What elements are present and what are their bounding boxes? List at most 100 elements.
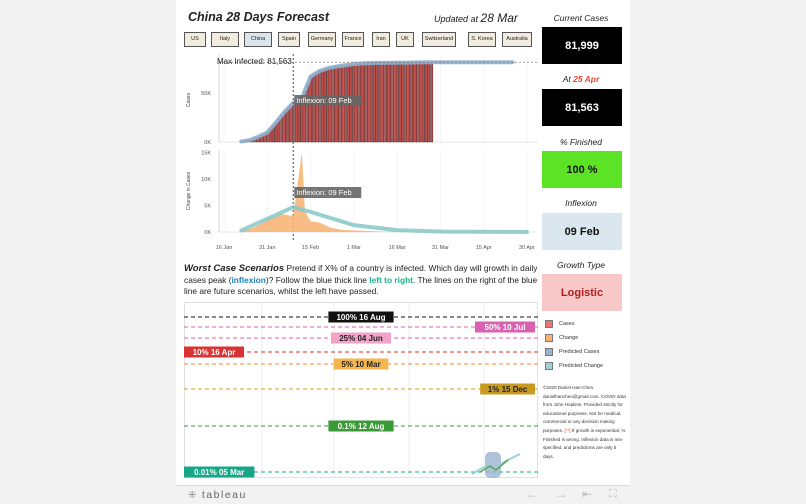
scenario-text-2: )? Follow the blue thick line [265, 274, 370, 285]
scenario-label-bg [333, 358, 389, 370]
legend-item-predicted-cases[interactable]: Predicted Cases [543, 346, 628, 360]
brand-label: tableau [201, 489, 247, 501]
scenario-label-100-16-aug: 100% 16 Aug [336, 313, 385, 322]
x-tick-label: 15 Feb [302, 245, 319, 251]
x-tick-label: 31 Jan [259, 245, 276, 251]
country-button-us[interactable]: US [184, 32, 206, 47]
growth-type-label: Growth Type [556, 260, 606, 270]
scenario-label-25-04-jun: 25% 04 Jun [339, 334, 383, 343]
case-bar [317, 70, 321, 143]
cases-y-tick: 50K [201, 91, 211, 97]
country-button-france[interactable]: France [342, 32, 364, 47]
scenario-predicted-change [471, 453, 521, 475]
at-date-label: At 25 Apr [540, 74, 622, 84]
legend-label: Predicted Change [559, 363, 604, 369]
change-y-tick: 10K [201, 177, 211, 183]
growth-type-value: Logistic [542, 274, 622, 311]
country-button-s-korea[interactable]: S. Korea [468, 32, 496, 47]
cases-y-label: Cases [186, 92, 192, 107]
change-y-tick: 5K [204, 204, 211, 210]
country-button-uk[interactable]: UK [396, 32, 414, 47]
case-bar [306, 83, 309, 143]
undo-icon[interactable]: ← [526, 487, 538, 501]
finished-label: % Finished [559, 137, 603, 147]
legend-swatch [545, 334, 553, 342]
tableau-brand[interactable]: ⁜ tableau [188, 489, 247, 501]
note-part-1: ©2020 Daniel Han-Chen. danielhanchen@gma… [543, 385, 626, 433]
case-bar [390, 62, 393, 143]
legend-item-predicted-change[interactable]: Predicted Change [543, 360, 628, 374]
revert-icon[interactable]: ⇤ [582, 487, 593, 501]
case-bar [416, 62, 419, 143]
legend-swatch [545, 348, 553, 356]
inflexion-label: Inflexion [565, 198, 597, 208]
country-button-germany[interactable]: Germany [308, 32, 336, 47]
case-bar [361, 63, 364, 143]
legend-item-change[interactable]: Change [543, 332, 628, 346]
case-bar [294, 101, 298, 143]
case-bar [384, 62, 387, 143]
case-bar [366, 63, 370, 143]
country-button-switzerland[interactable]: Switzerland [422, 32, 456, 47]
inflexion-value: 09 Feb [542, 213, 622, 250]
case-bar [289, 105, 292, 143]
at-date: 25 Apr [573, 74, 600, 84]
case-bar [364, 63, 367, 143]
case-bar [372, 62, 376, 143]
scenario-label-0-01-05-mar: 0.01% 05 Mar [194, 468, 244, 477]
max-infected-label: Max Infected: 81,563 [217, 57, 292, 66]
chart-background [184, 52, 538, 257]
current-cases-value: 81,999 [542, 27, 622, 64]
note-part-2: If growth is exponential, % Finished is … [543, 427, 626, 459]
inflexion-word: inflexion [231, 274, 266, 285]
scenario-label-1-15-dec: 1% 15 Dec [488, 385, 528, 394]
tableau-logo-icon: ⁜ [188, 490, 198, 501]
case-bar [407, 62, 410, 143]
inflexion-label-bg [294, 95, 362, 106]
redo-icon[interactable]: → [555, 487, 567, 501]
scenario-predicted-cases [485, 452, 501, 478]
inflexion-label-2-bg [294, 187, 362, 198]
fullscreen-icon[interactable]: ⛶ [609, 488, 617, 500]
scenario-label-bg [331, 332, 391, 344]
case-bar [309, 76, 312, 143]
scenario-label-bg [328, 420, 394, 432]
legend-swatch [545, 320, 553, 328]
country-button-spain[interactable]: Spain [278, 32, 300, 47]
at-prefix: At [562, 74, 574, 84]
legend-label: Cases [559, 321, 575, 327]
case-bar [430, 62, 434, 143]
disclaimer-note: ©2020 Daniel Han-Chen. danielhanchen@gma… [543, 384, 627, 461]
cases-y-tick: 0K [204, 140, 211, 146]
country-button-iran[interactable]: Iran [372, 32, 390, 47]
current-cases-label: Current Cases [553, 13, 609, 23]
scenario-label-50-10-jul: 50% 10 Jul [485, 323, 526, 332]
forecast-charts: 0K 50K Cases Max Infected: 81,563 Inflexion:… [184, 52, 538, 257]
legend: Cases Change Predicted Cases Predicted Chan… [543, 318, 628, 374]
country-button-australia[interactable]: Australia [502, 32, 532, 47]
scenario-label-bg [480, 383, 535, 395]
tableau-toolbar: ⁜ tableau ← → ⇤ ⛶ [176, 485, 630, 504]
x-tick-label: 31 Mar [432, 245, 449, 251]
updated-date: 28 Mar [480, 11, 518, 25]
predicted-cases-line [239, 60, 515, 144]
case-bar [369, 62, 373, 143]
country-button-italy[interactable]: Italy [211, 32, 239, 47]
legend-item-cases[interactable]: Cases [543, 318, 628, 332]
legend-label: Change [559, 335, 579, 341]
scenario-text-3: . The lines on the right of the blue lin… [184, 274, 538, 297]
case-bar [286, 108, 289, 143]
scenario-label-5-10-mar: 5% 10 Mar [341, 360, 380, 369]
scenario-label-10-16-apr: 10% 16 Apr [193, 348, 236, 357]
scenario-label-bg [475, 321, 535, 333]
country-button-china[interactable]: China [244, 32, 272, 47]
case-bar [283, 111, 286, 143]
left-gutter [0, 0, 176, 504]
case-bar [410, 62, 413, 143]
right-gutter [630, 0, 806, 504]
finished-value: 100 % [542, 151, 622, 188]
case-bar [375, 62, 379, 143]
country-selector: US Italy China Spain Germany France Iran UK Swit… [184, 32, 538, 48]
scenario-label-bg [184, 346, 244, 358]
worst-case-heading: Worst Case Scenarios [184, 263, 285, 274]
